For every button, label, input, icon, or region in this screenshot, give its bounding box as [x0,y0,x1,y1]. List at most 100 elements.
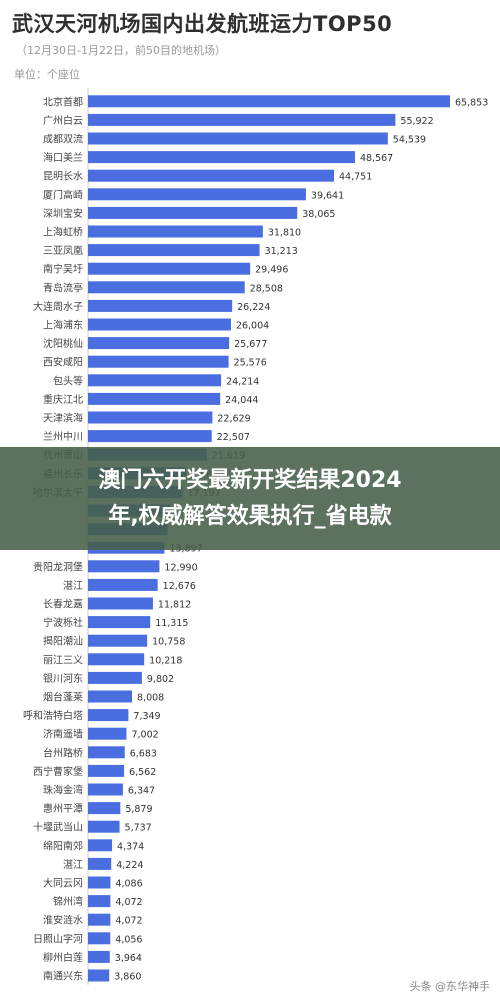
value-label: 5,879 [125,804,152,815]
bar [88,616,151,629]
category-label: 大同云冈 [43,877,83,890]
value-label: 3,860 [114,972,141,983]
bar [88,709,129,722]
bar [88,299,233,312]
value-label: 12,990 [164,562,197,573]
value-label: 4,374 [117,841,144,852]
category-label: 重庆江北 [43,393,83,406]
bar [88,746,125,759]
value-label: 5,737 [125,823,152,834]
category-label: 柳州白莲 [43,951,83,964]
category-label: 西安咸阳 [43,356,83,369]
bar [88,653,145,666]
chart-subtitle: （12月30日-1月22日，前50目的地机场） [16,44,226,57]
bar [88,671,142,684]
category-label: 上海虹桥 [43,226,83,239]
value-label: 11,812 [158,600,191,611]
value-label: 65,853 [455,97,488,108]
bar [88,932,111,945]
banner-line-1: 澳门六开奖最新开奖结果2024 [98,468,402,493]
category-label: 湛江 [63,859,83,871]
value-label: 55,922 [400,116,433,127]
category-label: 海口美兰 [43,151,83,164]
category-label: 长春龙嘉 [43,598,83,611]
value-label: 25,576 [234,358,267,369]
bar [88,578,158,591]
value-label: 22,507 [217,432,250,443]
bar [88,169,335,182]
category-label: 珠海金湾 [43,784,83,797]
bar [88,727,127,740]
bar [88,969,110,982]
category-label: 丽江三义 [43,654,83,666]
category-label: 天津滨海 [43,412,83,425]
category-label: 台州路桥 [43,746,83,759]
bar [88,95,450,108]
category-label: 绵阳南郊 [43,839,83,852]
category-label: 包头等 [53,374,83,387]
value-label: 3,964 [115,953,142,964]
value-label: 22,629 [217,414,250,425]
value-label: 48,567 [360,153,393,164]
bar [88,281,245,294]
bar [88,151,355,164]
value-label: 7,349 [133,711,160,722]
bar [88,913,111,926]
bar [88,820,120,833]
category-label: 昆明长水 [43,171,83,183]
value-label: 26,224 [237,302,270,313]
value-label: 44,751 [339,172,372,183]
value-label: 10,218 [149,655,182,666]
category-label: 成都双流 [43,133,83,146]
category-label: 沈阳桃仙 [43,337,83,350]
value-label: 24,044 [225,395,258,406]
value-label: 10,758 [152,637,185,648]
bar [88,244,260,257]
value-label: 6,347 [128,786,155,797]
bar [88,262,251,275]
category-label: 烟台蓬莱 [43,691,83,704]
category-label: 南宁吴圩 [43,263,83,276]
value-label: 31,213 [265,246,298,257]
value-label: 6,562 [129,767,156,778]
category-label: 宁波栎社 [43,616,83,629]
bar [88,857,112,870]
value-label: 4,072 [115,916,142,927]
bar [88,950,110,963]
bar [88,188,306,201]
bar [88,392,221,405]
category-label: 西宁曹家堡 [33,765,83,778]
category-label: 三亚凤凰 [43,245,83,257]
value-label: 7,002 [131,730,158,741]
bar [88,113,396,126]
chart-title: 武汉天河机场国内出发航班运力TOP50 [12,12,393,36]
bar [88,225,263,238]
bar [88,876,111,889]
category-label: 厦门高崎 [43,188,83,201]
value-label: 12,676 [163,581,196,592]
bar [88,802,121,815]
bar [88,206,298,219]
category-label: 大连周水子 [33,300,83,313]
category-label: 上海浦东 [43,319,83,332]
value-label: 4,086 [115,879,142,890]
category-label: 惠州平潭 [43,802,83,815]
value-label: 25,677 [234,339,267,350]
bar [88,764,125,777]
bar [88,560,160,573]
bar [88,337,230,350]
bar [88,374,222,387]
bar [88,690,133,703]
category-label: 银川河东 [43,672,83,685]
value-label: 31,810 [268,228,301,239]
bar [88,411,213,424]
value-label: 4,224 [116,860,143,871]
unit-label: 单位：个座位 [14,68,80,81]
value-label: 4,056 [115,934,142,945]
category-label: 呼和浩特白塔 [23,709,83,722]
category-label: 广州白云 [43,114,83,127]
bar [88,597,153,610]
category-label: 北京首都 [43,95,83,108]
category-label: 青岛流亭 [43,281,83,294]
